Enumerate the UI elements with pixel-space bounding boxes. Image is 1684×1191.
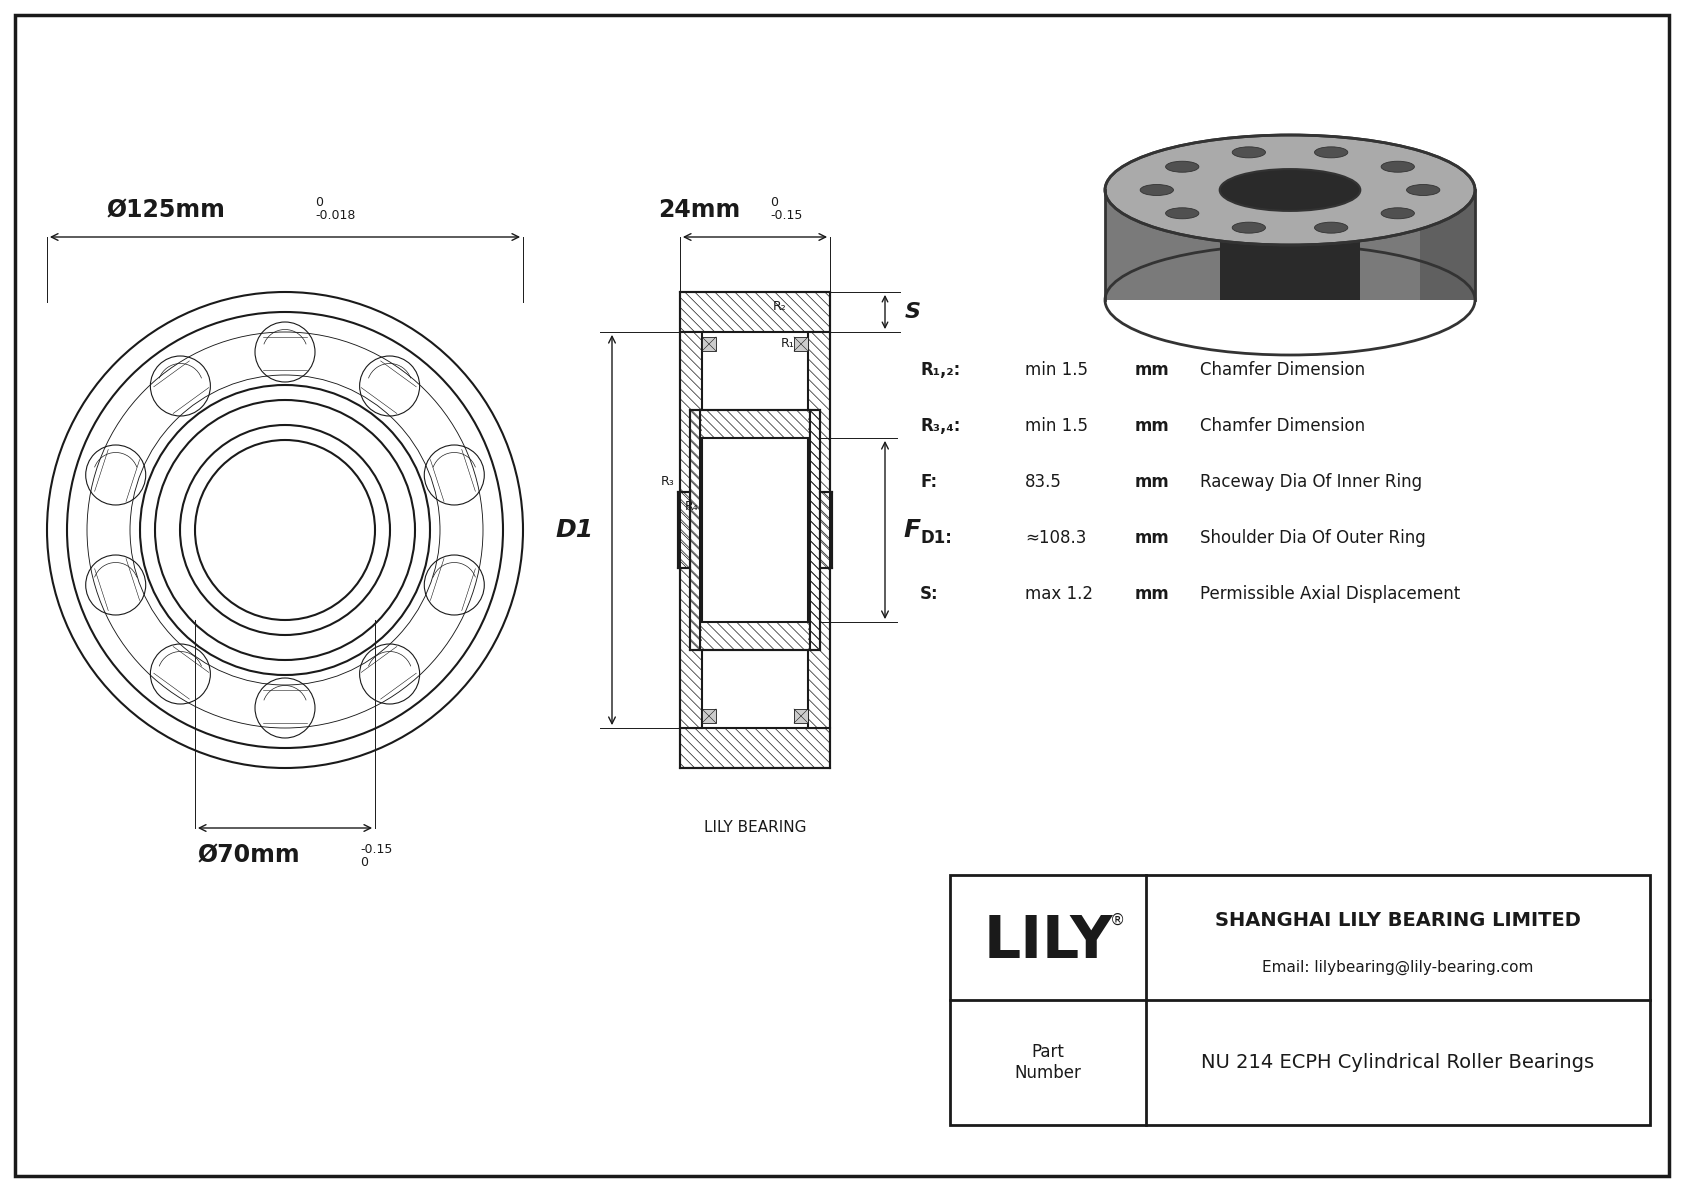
Text: Shoulder Dia Of Outer Ring: Shoulder Dia Of Outer Ring [1201, 529, 1426, 547]
Text: S: S [904, 303, 921, 322]
Ellipse shape [1381, 161, 1415, 173]
Text: mm: mm [1135, 417, 1170, 435]
Polygon shape [793, 337, 808, 351]
Polygon shape [1219, 191, 1361, 300]
Ellipse shape [1165, 161, 1199, 173]
Text: 0: 0 [315, 197, 323, 208]
Bar [950, 875, 1650, 1125]
Polygon shape [820, 492, 832, 568]
Text: D1:: D1: [919, 529, 951, 547]
Text: 83.5: 83.5 [1026, 473, 1063, 491]
Polygon shape [702, 709, 716, 723]
Text: S:: S: [919, 585, 938, 603]
Text: SHANGHAI LILY BEARING LIMITED: SHANGHAI LILY BEARING LIMITED [1216, 910, 1581, 929]
Ellipse shape [1233, 146, 1265, 158]
Text: mm: mm [1135, 529, 1170, 547]
Text: -0.15: -0.15 [360, 843, 392, 856]
Text: mm: mm [1135, 585, 1170, 603]
Text: LILY: LILY [983, 912, 1113, 969]
Text: mm: mm [1135, 361, 1170, 379]
Text: F:: F: [919, 473, 936, 491]
Ellipse shape [1105, 135, 1475, 245]
Polygon shape [680, 292, 830, 332]
Polygon shape [690, 410, 701, 650]
Text: D1: D1 [556, 518, 594, 542]
Text: Ø125mm: Ø125mm [106, 198, 226, 222]
Ellipse shape [1233, 223, 1265, 233]
Text: R₄: R₄ [685, 500, 699, 513]
Text: NU 214 ECPH Cylindrical Roller Bearings: NU 214 ECPH Cylindrical Roller Bearings [1201, 1053, 1595, 1072]
Text: R₁: R₁ [781, 337, 795, 350]
Text: Email: lilybearing@lily-bearing.com: Email: lilybearing@lily-bearing.com [1263, 960, 1534, 975]
Text: -0.15: -0.15 [770, 208, 802, 222]
Polygon shape [680, 728, 830, 768]
Text: Permissible Axial Displacement: Permissible Axial Displacement [1201, 585, 1460, 603]
Polygon shape [701, 622, 810, 650]
Text: R₁,₂:: R₁,₂: [919, 361, 960, 379]
Text: min 1.5: min 1.5 [1026, 417, 1088, 435]
Polygon shape [810, 410, 820, 650]
Text: R₂: R₂ [773, 300, 786, 313]
Text: Raceway Dia Of Inner Ring: Raceway Dia Of Inner Ring [1201, 473, 1421, 491]
Polygon shape [680, 332, 702, 728]
Text: Ø70mm: Ø70mm [197, 843, 300, 867]
Ellipse shape [1165, 207, 1199, 219]
Ellipse shape [1219, 169, 1361, 211]
Ellipse shape [1315, 146, 1347, 158]
Ellipse shape [1381, 207, 1415, 219]
Ellipse shape [1315, 223, 1347, 233]
Text: 24mm: 24mm [658, 198, 739, 222]
Polygon shape [679, 492, 690, 568]
Polygon shape [793, 709, 808, 723]
Text: 0: 0 [360, 856, 369, 869]
Ellipse shape [1406, 185, 1440, 195]
Text: 0: 0 [770, 197, 778, 208]
Polygon shape [1420, 191, 1475, 300]
Text: ≈108.3: ≈108.3 [1026, 529, 1086, 547]
Text: R₃,₄:: R₃,₄: [919, 417, 960, 435]
Polygon shape [808, 332, 830, 728]
Text: ®: ® [1110, 912, 1125, 928]
Polygon shape [702, 337, 716, 351]
Text: Part
Number: Part Number [1014, 1043, 1081, 1081]
Text: Chamfer Dimension: Chamfer Dimension [1201, 361, 1366, 379]
Text: Chamfer Dimension: Chamfer Dimension [1201, 417, 1366, 435]
Text: LILY BEARING: LILY BEARING [704, 819, 807, 835]
Text: R₃: R₃ [662, 475, 675, 488]
Polygon shape [701, 410, 810, 438]
Text: F: F [903, 518, 919, 542]
Ellipse shape [1140, 185, 1174, 195]
Text: max 1.2: max 1.2 [1026, 585, 1093, 603]
Text: -0.018: -0.018 [315, 208, 355, 222]
Text: min 1.5: min 1.5 [1026, 361, 1088, 379]
Text: mm: mm [1135, 473, 1170, 491]
Polygon shape [1105, 191, 1475, 300]
